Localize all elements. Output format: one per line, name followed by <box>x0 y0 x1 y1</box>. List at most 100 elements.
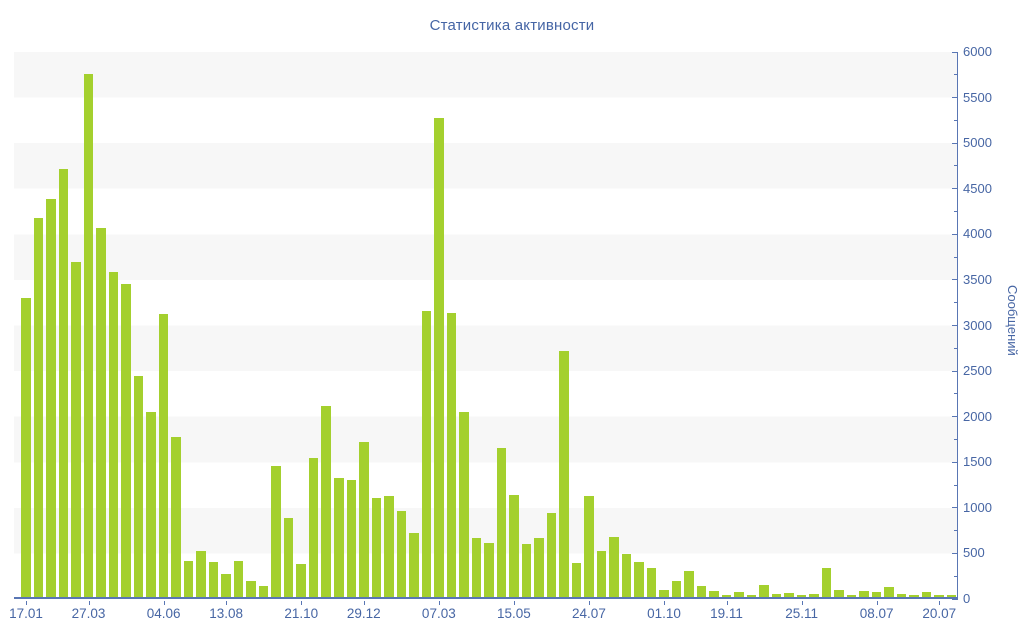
y-tick-label: 5500 <box>963 89 992 105</box>
bar <box>559 350 569 597</box>
x-axis-tick <box>939 601 941 605</box>
y-tick-label: 5000 <box>963 135 992 151</box>
bar <box>871 592 882 597</box>
bar <box>21 297 31 597</box>
bar <box>609 536 619 597</box>
bar <box>359 442 369 597</box>
bar <box>709 590 719 597</box>
x-tick-label: 08.07 <box>859 606 894 621</box>
y-tick-label: 6000 <box>963 44 992 59</box>
bar <box>884 587 894 597</box>
bar <box>896 594 907 597</box>
x-tick-label: 24.07 <box>572 606 606 621</box>
y-tick-label: 500 <box>963 545 985 561</box>
y-tick-label: 4000 <box>963 226 992 242</box>
bar <box>346 480 356 597</box>
x-axis-tick <box>88 601 90 605</box>
y-axis-tick <box>952 552 958 554</box>
x-tick-label: 15.05 <box>496 606 531 621</box>
bar <box>321 405 331 597</box>
bar <box>771 593 782 597</box>
bar <box>434 118 444 597</box>
bar <box>121 284 131 597</box>
bar <box>534 537 544 597</box>
y-axis-tick <box>952 233 958 235</box>
bar <box>821 567 832 597</box>
x-axis-tick <box>726 601 728 605</box>
bar <box>33 217 44 597</box>
y-axis-tick <box>954 165 958 167</box>
bar <box>571 563 582 597</box>
y-axis-tick <box>952 97 958 99</box>
bar <box>308 457 319 597</box>
bar <box>521 543 532 597</box>
y-axis-tick <box>952 416 958 418</box>
y-axis-tick <box>954 438 958 440</box>
bar <box>659 589 669 597</box>
y-axis-tick <box>952 51 958 53</box>
y-tick-label: 3000 <box>963 317 992 333</box>
x-tick-label: 20.07 <box>922 606 957 621</box>
x-axis-tick <box>163 601 165 605</box>
x-tick-label: 21.10 <box>284 606 319 621</box>
bar <box>334 477 344 597</box>
y-axis-tick <box>954 74 958 76</box>
x-axis-tick <box>301 601 303 605</box>
bar <box>271 465 281 597</box>
y-axis-tick <box>952 325 958 326</box>
y-axis-tick <box>954 211 958 213</box>
bar <box>58 169 69 597</box>
bar <box>246 580 256 597</box>
x-tick-label: 17.01 <box>9 606 43 621</box>
bar <box>909 595 919 597</box>
bar <box>108 271 119 597</box>
bar <box>46 199 56 597</box>
bar <box>684 570 694 597</box>
bar <box>146 411 156 597</box>
bar <box>221 573 231 597</box>
y-axis-tick <box>954 393 958 395</box>
bar <box>409 532 419 597</box>
bar <box>171 436 181 597</box>
y-tick-label: 2000 <box>963 408 992 424</box>
x-axis-tick <box>363 601 365 605</box>
bar <box>96 227 106 597</box>
x-tick-label: 19.11 <box>710 606 743 621</box>
y-tick-label: 1500 <box>963 454 992 470</box>
plot-area <box>14 52 958 599</box>
bar <box>834 589 844 597</box>
y-axis-tick <box>952 370 958 372</box>
bar <box>71 261 81 597</box>
y-axis-tick <box>954 347 958 349</box>
bar <box>696 586 707 597</box>
bar <box>934 595 944 597</box>
y-axis-tick <box>952 598 958 600</box>
x-tick-label: 01.10 <box>647 606 681 621</box>
bar <box>446 313 457 597</box>
bar <box>634 561 644 597</box>
bar <box>421 310 432 597</box>
y-axis-tick <box>952 142 958 144</box>
bar <box>646 567 657 597</box>
y-tick-label: 1000 <box>963 499 992 515</box>
bar <box>133 376 144 597</box>
x-axis-tick <box>664 601 665 605</box>
y-axis-tick <box>954 256 958 258</box>
bar <box>233 560 244 597</box>
y-axis-tick <box>954 530 958 532</box>
bar <box>546 512 557 597</box>
bar <box>596 550 607 597</box>
bar <box>496 448 507 597</box>
x-axis-tick <box>438 601 440 605</box>
x-tick-label: 04.06 <box>146 606 181 621</box>
bar <box>471 537 482 597</box>
bar <box>208 561 219 597</box>
x-axis-tick <box>876 601 878 605</box>
y-tick-label: 4500 <box>963 180 992 196</box>
y-axis-tick <box>952 461 958 463</box>
y-tick-label: 0 <box>963 591 971 606</box>
chart-title: Статистика активности <box>429 17 595 34</box>
x-axis-tick <box>801 601 803 605</box>
y-axis-tick <box>954 302 958 304</box>
